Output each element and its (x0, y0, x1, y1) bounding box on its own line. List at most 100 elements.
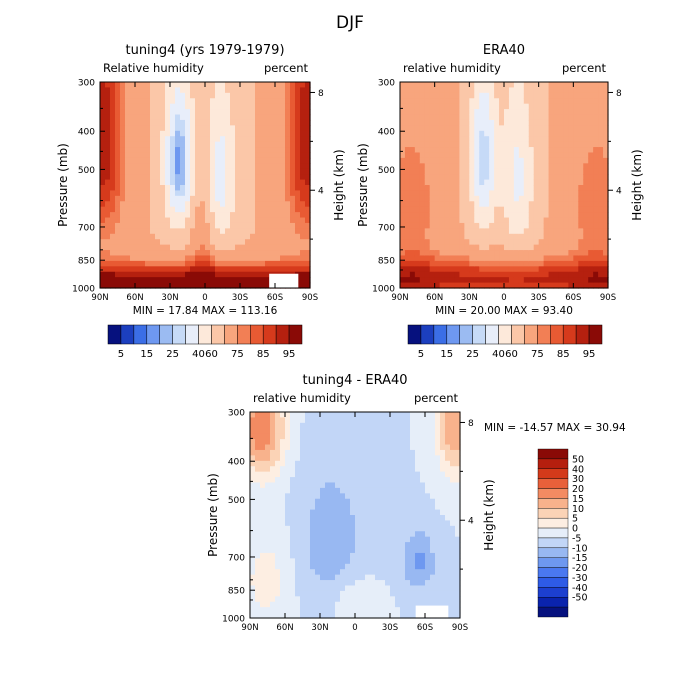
heatmap-cell (320, 601, 326, 608)
heatmap-cell (390, 417, 396, 424)
heatmap-cell (220, 119, 226, 126)
heatmap-cell (365, 477, 371, 484)
heatmap-cell (105, 228, 111, 235)
heatmap-cell (215, 222, 221, 229)
heatmap-cell (170, 92, 176, 99)
heatmap-cell (330, 422, 336, 429)
heatmap-cell (588, 244, 594, 251)
heatmap-cell (425, 428, 431, 435)
heatmap-cell (459, 217, 465, 224)
heatmap-cell (449, 136, 456, 143)
heatmap-cell (115, 217, 121, 224)
heatmap-cell (528, 147, 535, 154)
heatmap-cell (170, 239, 176, 246)
heatmap-cell (385, 444, 391, 451)
heatmap-cell (345, 569, 351, 576)
heatmap-cell (445, 542, 451, 549)
heatmap-cell (469, 163, 475, 170)
colorbar-swatch (524, 324, 538, 345)
heatmap-cell (155, 185, 161, 192)
heatmap-cell (145, 206, 151, 213)
y-axis-title: Pressure (mb) (56, 143, 70, 227)
heatmap-cell (300, 136, 306, 143)
heatmap-cell (434, 168, 441, 175)
heatmap-cell (270, 515, 276, 522)
heatmap-cell (120, 157, 126, 164)
heatmap-cell (435, 477, 441, 484)
heatmap-cell (240, 206, 246, 213)
heatmap-cell (185, 271, 191, 278)
heatmap-cell (310, 417, 316, 424)
heatmap-cell (300, 552, 306, 559)
heatmap-cell (434, 147, 441, 154)
heatmap-cell (578, 82, 584, 89)
heatmap-cell (125, 82, 131, 89)
heatmap-cell (543, 244, 550, 251)
heatmap-cell (405, 487, 411, 494)
heatmap-cell (220, 157, 226, 164)
heatmap-cell (459, 163, 465, 170)
heatmap-cell (469, 92, 475, 99)
heatmap-cell (190, 174, 196, 181)
heatmap-cell (370, 536, 376, 543)
heatmap-cell (533, 282, 540, 289)
heatmap-cell (583, 152, 589, 159)
heatmap-cell (588, 152, 594, 159)
heatmap-cell (260, 185, 266, 192)
heatmap-cell (310, 428, 316, 435)
heatmap-cell (474, 260, 480, 267)
heatmap-cell (504, 260, 510, 267)
heatmap-cell (558, 212, 565, 219)
heatmap-cell (175, 119, 181, 126)
heatmap-cell (290, 563, 296, 570)
heatmap-cell (469, 136, 475, 143)
heatmap-cell (419, 119, 426, 126)
heatmap-cell (543, 92, 550, 99)
heatmap-cell (578, 152, 584, 159)
heatmap-cell (553, 266, 560, 273)
heatmap-cell (350, 466, 356, 473)
heatmap-cell (489, 228, 495, 235)
heatmap-cell (165, 87, 171, 94)
heatmap-cell (250, 185, 256, 192)
heatmap-cell (355, 601, 361, 608)
heatmap-cell (450, 477, 456, 484)
heatmap-cell (295, 455, 301, 462)
heatmap-cell (265, 206, 271, 213)
heatmap-cell (434, 82, 441, 89)
heatmap-cell (410, 487, 416, 494)
heatmap-cell (400, 130, 406, 137)
heatmap-cell (225, 141, 231, 148)
heatmap-cell (100, 212, 106, 219)
heatmap-cell (538, 277, 545, 284)
heatmap-cell (578, 147, 584, 154)
heatmap-cell (345, 574, 351, 581)
heatmap-cell (140, 130, 146, 137)
heatmap-cell (538, 250, 545, 257)
heatmap-cell (499, 239, 505, 246)
heatmap-cell (533, 82, 540, 89)
heatmap-cell (255, 222, 261, 229)
heatmap-cell (370, 466, 376, 473)
heatmap-cell (439, 82, 446, 89)
heatmap-cell (280, 222, 286, 229)
heatmap-cell (578, 141, 584, 148)
heatmap-cell (170, 185, 176, 192)
heatmap-cell (290, 87, 296, 94)
heatmap-cell (150, 228, 156, 235)
colorbar-swatch (511, 324, 525, 345)
heatmap-cell (445, 536, 451, 543)
heatmap-cell (110, 98, 116, 105)
heatmap-cell (508, 255, 515, 262)
heatmap-cell (305, 92, 311, 99)
heatmap-cell (170, 125, 176, 132)
heatmap-cell (365, 439, 371, 446)
heatmap-cell (105, 157, 111, 164)
heatmap-cell (205, 125, 211, 132)
heatmap-cell (340, 482, 346, 489)
heatmap-cell (115, 255, 121, 262)
heatmap-cell (429, 174, 436, 181)
heatmap-cell (578, 119, 584, 126)
heatmap-cell (440, 504, 446, 511)
heatmap-cell (250, 271, 256, 278)
